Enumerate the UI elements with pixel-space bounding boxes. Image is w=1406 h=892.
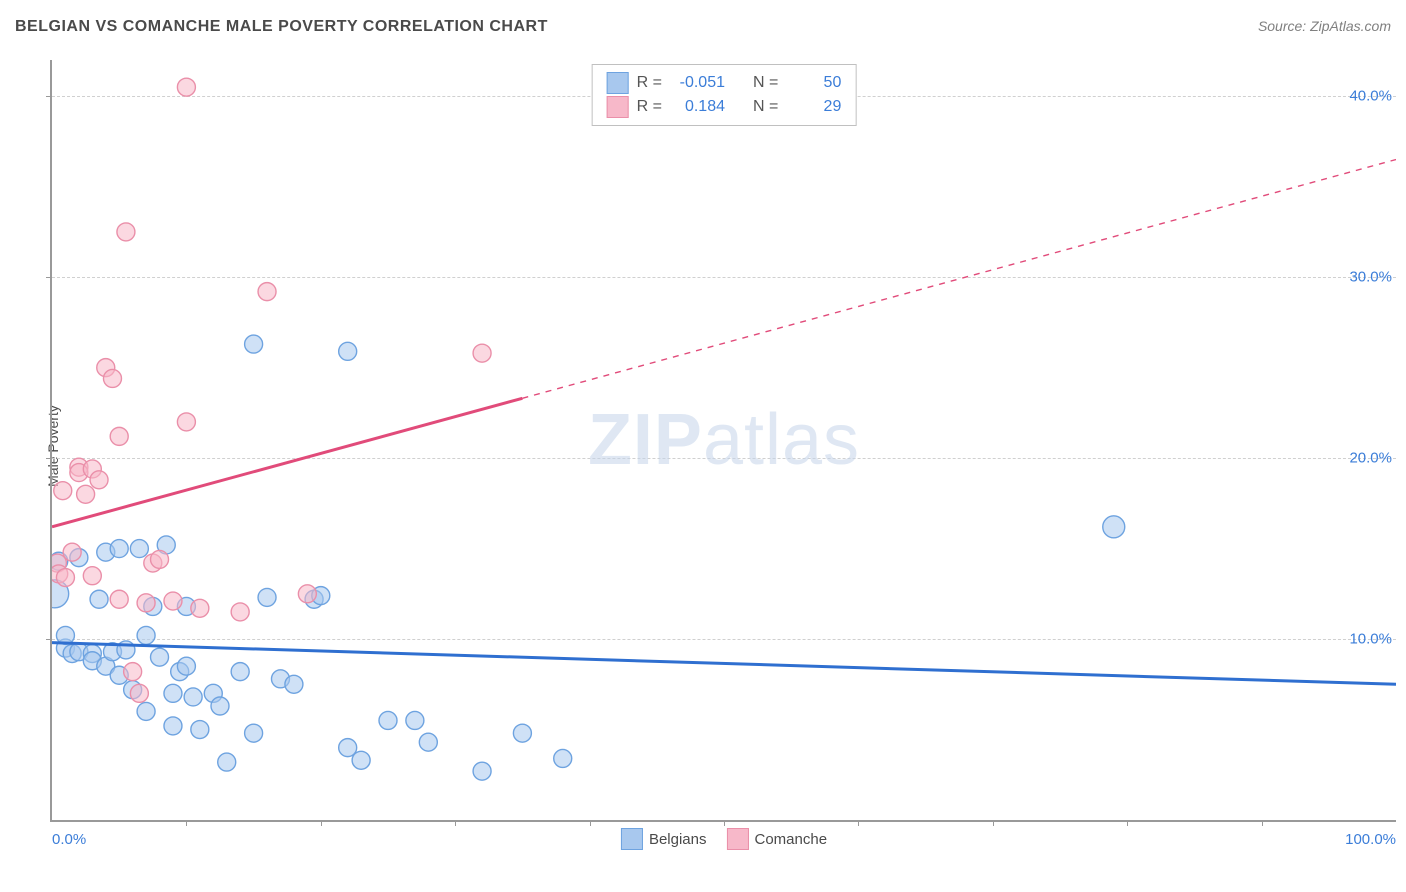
- trend-line-extrapolated: [522, 160, 1396, 399]
- x-tick: [724, 820, 725, 826]
- legend-series: Belgians Comanche: [621, 828, 827, 850]
- legend-item-comanche: Comanche: [727, 828, 828, 850]
- legend-row-belgians: R = -0.051 N = 50: [607, 71, 842, 95]
- x-tick: [1262, 820, 1263, 826]
- plot-area: ZIPatlas R = -0.051 N = 50 R = 0.184 N =…: [50, 60, 1396, 822]
- x-tick: [590, 820, 591, 826]
- x-tick: [1127, 820, 1128, 826]
- trend-layer: [52, 60, 1396, 820]
- legend-item-belgians: Belgians: [621, 828, 707, 850]
- swatch-belgians: [607, 72, 629, 94]
- legend-stats: R = -0.051 N = 50 R = 0.184 N = 29: [592, 64, 857, 126]
- x-tick-min: 0.0%: [52, 831, 86, 848]
- x-tick-max: 100.0%: [1345, 831, 1396, 848]
- x-tick: [455, 820, 456, 826]
- x-tick: [993, 820, 994, 826]
- chart-title: BELGIAN VS COMANCHE MALE POVERTY CORRELA…: [15, 18, 548, 35]
- x-tick: [186, 820, 187, 826]
- source-label: Source: ZipAtlas.com: [1258, 18, 1391, 34]
- trend-line: [52, 643, 1396, 685]
- swatch-comanche: [607, 96, 629, 118]
- x-tick: [858, 820, 859, 826]
- legend-row-comanche: R = 0.184 N = 29: [607, 95, 842, 119]
- trend-line: [52, 398, 522, 527]
- x-tick: [321, 820, 322, 826]
